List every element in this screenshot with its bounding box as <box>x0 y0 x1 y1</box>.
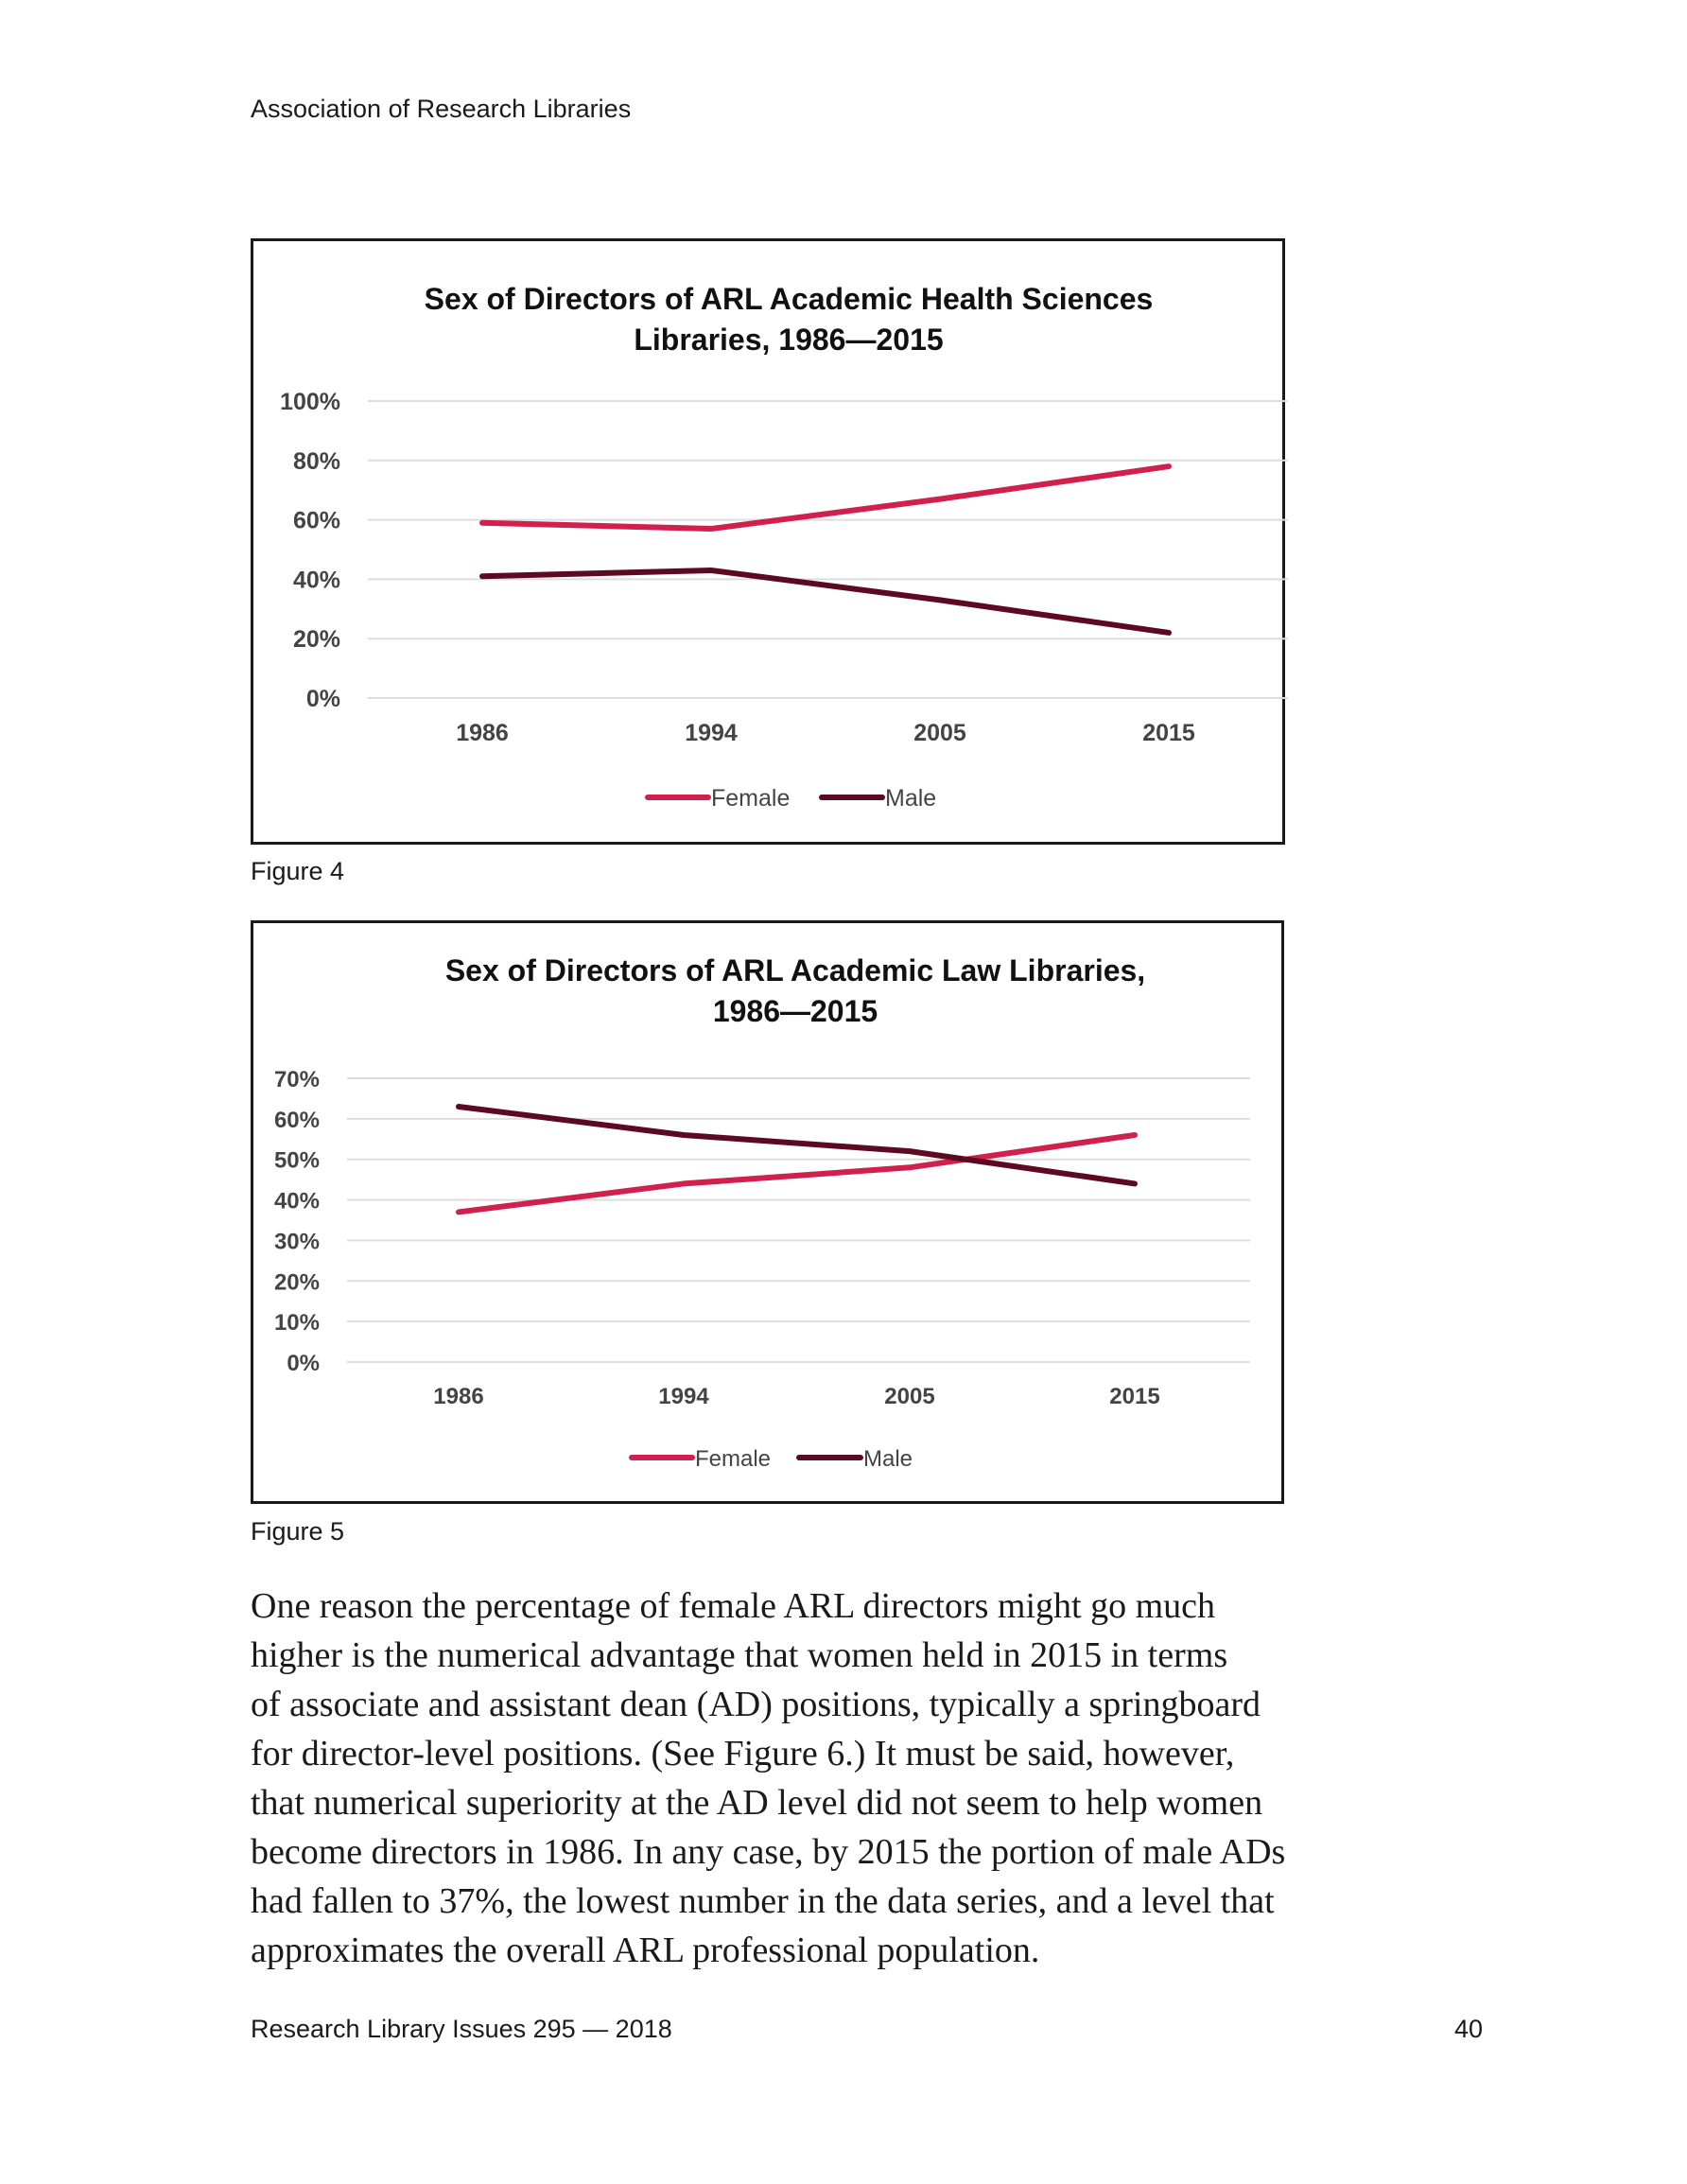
y-tick-label: 10% <box>274 1310 320 1336</box>
x-tick-label: 1994 <box>685 720 738 746</box>
x-tick-label: 2005 <box>884 1384 934 1409</box>
law-libraries-line-chart: Sex of Directors of ARL Academic Law Lib… <box>274 953 1250 1472</box>
x-tick-label: 1986 <box>433 1384 483 1409</box>
x-tick-label: 2015 <box>1142 720 1195 746</box>
series-line-male <box>456 1104 1138 1187</box>
figure-4-caption: Figure 4 <box>251 857 345 885</box>
paragraph-line: approximates the overall ARL professiona… <box>251 1931 1040 1970</box>
y-tick-label: 40% <box>274 1189 320 1214</box>
legend-label-male: Male <box>885 785 936 812</box>
chart-title: 1986—2015 <box>713 994 878 1028</box>
paragraph-line: had fallen to 37%, the lowest number in … <box>251 1881 1275 1921</box>
paragraph-line: of associate and assistant dean (AD) pos… <box>251 1685 1261 1724</box>
body-paragraph: One reason the percentage of female ARL … <box>251 1581 1480 1975</box>
y-tick-label: 80% <box>293 448 340 475</box>
y-tick-label: 30% <box>274 1229 320 1254</box>
paragraph-line: become directors in 1986. In any case, b… <box>251 1832 1286 1872</box>
series-line-male <box>479 567 1172 636</box>
chart-title: Sex of Directors of ARL Academic Law Lib… <box>445 953 1145 987</box>
legend-label-male: Male <box>863 1446 913 1472</box>
page-number: 40 <box>1453 2015 1483 2043</box>
y-tick-label: 0% <box>287 1351 320 1376</box>
y-tick-label: 60% <box>293 508 340 534</box>
x-tick-label: 2015 <box>1109 1384 1159 1409</box>
figure-4-chart: Sex of Directors of ARL Academic Health … <box>251 238 1288 845</box>
y-tick-label: 50% <box>274 1148 320 1174</box>
footer-publication: Research Library Issues 295 — 2018 <box>251 2015 672 2043</box>
paragraph-line: for director-level positions. (See Figur… <box>251 1734 1235 1773</box>
y-tick-label: 40% <box>293 567 340 593</box>
figure-5-chart: Sex of Directors of ARL Academic Law Lib… <box>251 920 1284 1504</box>
x-tick-label: 1986 <box>456 720 509 746</box>
health-sciences-line-chart: Sex of Directors of ARL Academic Health … <box>280 282 1288 812</box>
legend-label-female: Female <box>711 785 790 812</box>
paragraph-line: One reason the percentage of female ARL … <box>251 1586 1216 1626</box>
x-tick-label: 1994 <box>658 1384 709 1409</box>
y-tick-label: 60% <box>274 1108 320 1133</box>
y-tick-label: 20% <box>293 626 340 653</box>
legend-label-female: Female <box>695 1446 771 1472</box>
chart-title: Sex of Directors of ARL Academic Health … <box>425 282 1154 316</box>
y-tick-label: 100% <box>280 389 340 415</box>
running-header: Association of Research Libraries <box>251 95 632 123</box>
paragraph-line: higher is the numerical advantage that w… <box>251 1635 1228 1675</box>
y-tick-label: 70% <box>274 1067 320 1092</box>
figure-5-caption: Figure 5 <box>251 1517 345 1546</box>
y-tick-label: 0% <box>306 686 340 712</box>
series-line-female <box>456 1132 1138 1215</box>
x-tick-label: 2005 <box>913 720 966 746</box>
chart-title: Libraries, 1986—2015 <box>634 323 943 357</box>
paragraph-line: that numerical superiority at the AD lev… <box>251 1783 1263 1823</box>
series-line-female <box>479 463 1172 533</box>
y-tick-label: 20% <box>274 1269 320 1295</box>
